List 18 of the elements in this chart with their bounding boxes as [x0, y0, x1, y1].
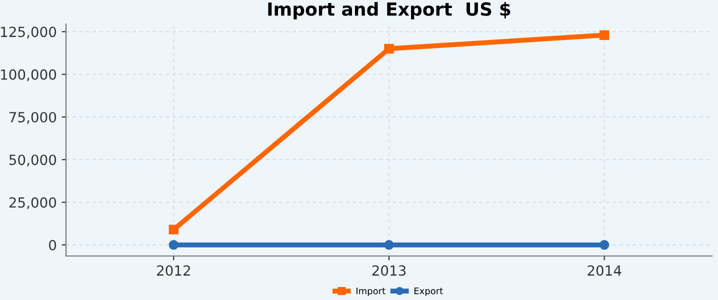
point [384, 240, 394, 250]
x-tick-label: 2013 [372, 265, 406, 276]
point [599, 30, 610, 40]
point [168, 240, 179, 250]
legend-label: Import [356, 288, 386, 296]
x-tick-label: 2014 [588, 265, 622, 276]
y-tick-label: 75,000 [10, 112, 56, 124]
point [599, 240, 610, 250]
legend-label: Export [414, 288, 443, 296]
y-tick-label: 125,000 [1, 26, 56, 39]
y-tick-label: 0 [49, 240, 56, 250]
y-tick-label: 100,000 [1, 69, 56, 82]
y-tick-label: 25,000 [9, 197, 56, 210]
point [168, 224, 179, 234]
chart-title: Import and Export US $ [268, 2, 510, 20]
point [384, 44, 394, 54]
y-tick-label: 50,000 [9, 154, 56, 167]
x-tick-label: 2012 [157, 265, 190, 276]
